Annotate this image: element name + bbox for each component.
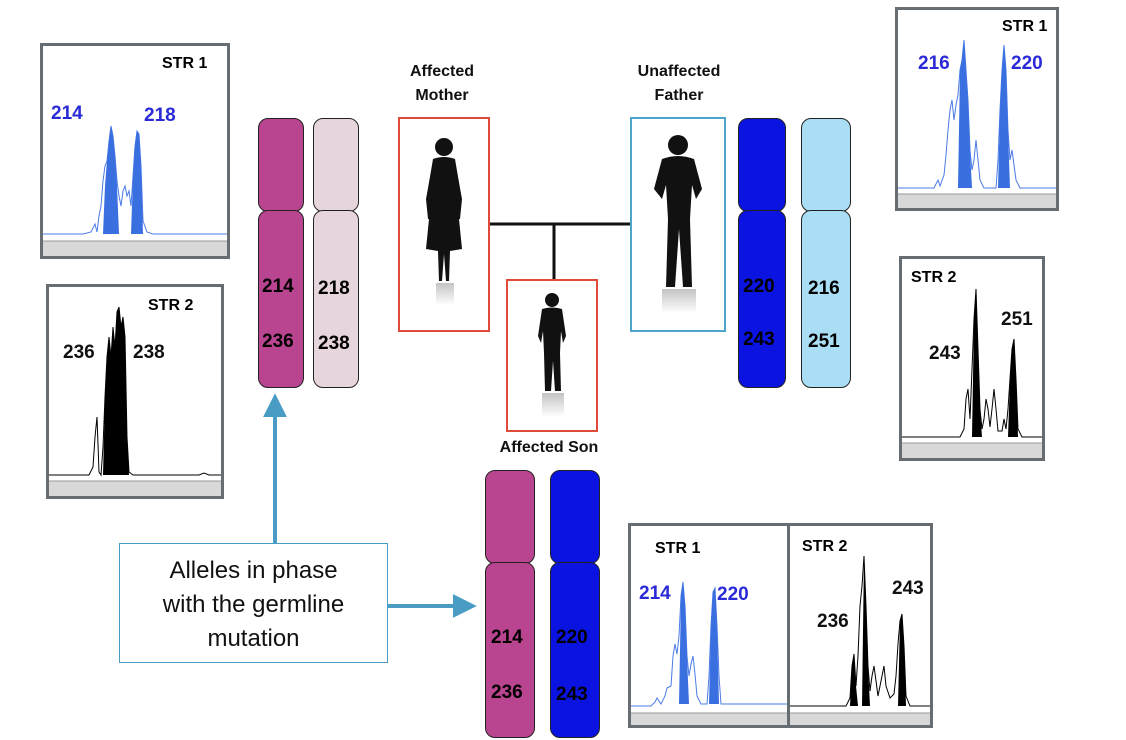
male-silhouette-icon	[654, 135, 702, 313]
chromosome-allele: 251	[808, 331, 840, 352]
chromosome-allele: 243	[556, 684, 588, 705]
panel-title: STR 1	[1002, 18, 1048, 35]
son-str2-trace	[790, 555, 930, 725]
panel-title: STR 1	[162, 55, 208, 72]
callout-line: mutation	[207, 625, 300, 652]
father-label: Unaffected Father	[614, 60, 744, 108]
mother-chromosome-b-long-arm	[313, 210, 359, 388]
mother-str2-trace	[49, 306, 221, 496]
chromosome-allele: 214	[491, 627, 523, 648]
father-str1-trace	[898, 39, 1056, 208]
allele-label: 218	[144, 105, 176, 126]
father-chromosome-b-long-arm	[801, 210, 851, 388]
father-box	[630, 117, 726, 332]
chromosome-allele: 214	[262, 276, 294, 297]
son-chromosome-a-short-arm	[485, 470, 535, 564]
father-str2-electropherogram: STR 2 243 251	[899, 256, 1045, 461]
son-label: Affected Son	[499, 439, 599, 456]
chromosome-allele: 238	[318, 333, 350, 354]
mother-str1-electropherogram: STR 1 214 218	[40, 43, 230, 259]
son-chromosome-a-long-arm	[485, 562, 535, 738]
allele-label: 236	[817, 611, 849, 632]
father-str2-trace	[902, 288, 1042, 458]
chromosome-allele: 236	[491, 682, 523, 703]
son-chromosome-b-short-arm	[550, 470, 600, 564]
chromosome-allele: 236	[262, 331, 294, 352]
son-str1-electropherogram: STR 1 214 220	[628, 523, 790, 728]
father-label-line1: Unaffected	[637, 63, 721, 80]
father-label-line2: Father	[654, 87, 704, 104]
father-chromosome-a-short-arm	[738, 118, 786, 212]
father-chromosome-b-short-arm	[801, 118, 851, 212]
allele-label: 236	[63, 342, 95, 363]
allele-label: 220	[717, 584, 749, 605]
father-str1-electropherogram: STR 1 216 220	[895, 7, 1059, 211]
mother-label-line1: Affected	[409, 63, 474, 80]
son-str1-trace	[631, 581, 787, 725]
allele-label: 243	[929, 343, 961, 364]
son-str2-electropherogram: STR 2 236 243	[787, 523, 933, 728]
mother-chromosome-b-short-arm	[313, 118, 359, 212]
callout-line: Alleles in phase	[169, 557, 338, 584]
mother-label-line2: Mother	[415, 87, 469, 104]
allele-label: 238	[133, 342, 165, 363]
panel-title: STR 2	[911, 269, 957, 286]
chromosome-allele: 220	[556, 627, 588, 648]
mother-label: Affected Mother	[384, 60, 500, 108]
panel-title: STR 2	[802, 538, 848, 555]
boy-silhouette-icon	[538, 293, 566, 417]
chromosome-allele: 243	[743, 329, 775, 350]
mother-str1-trace	[43, 125, 227, 256]
chromosome-allele: 220	[743, 276, 775, 297]
allele-label: 216	[918, 53, 950, 74]
chromosome-allele: 216	[808, 278, 840, 299]
allele-label: 243	[892, 578, 924, 599]
mother-str2-electropherogram: STR 2 236 238	[46, 284, 224, 499]
allele-label: 220	[1011, 53, 1043, 74]
allele-label: 214	[51, 103, 83, 124]
son-box	[506, 279, 598, 432]
mother-chromosome-a-short-arm	[258, 118, 304, 212]
mother-chromosome-a-long-arm	[258, 210, 304, 388]
allele-label: 214	[639, 583, 671, 604]
panel-title: STR 2	[148, 297, 194, 314]
callout-line: with the germline	[162, 591, 345, 618]
father-chromosome-a-long-arm	[738, 210, 786, 388]
mother-box	[398, 117, 490, 332]
allele-label: 251	[1001, 309, 1033, 330]
son-chromosome-b-long-arm	[550, 562, 600, 738]
alleles-in-phase-callout: Alleles in phase with the germline mutat…	[119, 543, 388, 663]
chromosome-allele: 218	[318, 278, 350, 299]
female-silhouette-icon	[426, 138, 462, 305]
panel-title: STR 1	[655, 540, 701, 557]
